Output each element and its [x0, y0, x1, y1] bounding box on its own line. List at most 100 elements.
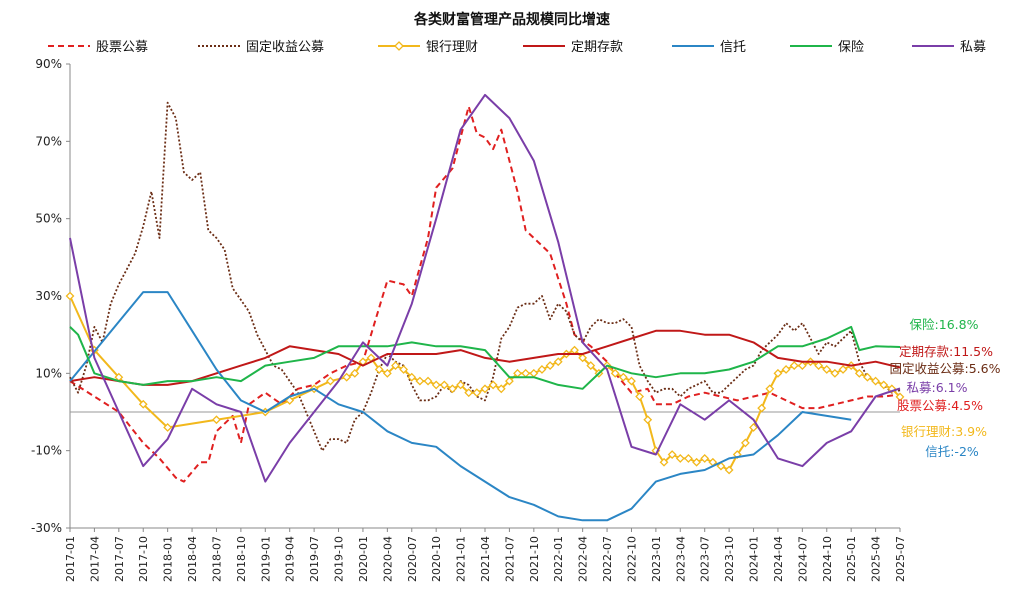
x-tick-label: 2024-07	[796, 536, 809, 582]
data-point-marker	[537, 365, 547, 374]
data-point-marker	[472, 388, 482, 398]
x-tick-label: 2017-01	[64, 536, 77, 582]
x-tick-label: 2018-07	[210, 536, 223, 582]
data-point-marker	[773, 368, 783, 378]
legend-label: 保险	[838, 40, 864, 55]
series-end-label: 股票公募:4.5%	[897, 398, 983, 413]
data-point-marker	[684, 453, 693, 463]
data-point-marker	[521, 368, 531, 378]
data-point-marker	[643, 415, 653, 425]
x-tick-label: 2025-01	[845, 536, 858, 582]
x-tick-label: 2020-04	[381, 536, 394, 582]
data-point-marker	[407, 372, 417, 382]
data-point-marker	[578, 353, 588, 363]
y-tick-label: 10%	[35, 366, 62, 380]
data-point-marker	[822, 365, 832, 374]
series-line	[69, 291, 852, 522]
data-point-marker	[692, 457, 701, 467]
data-point-marker	[488, 380, 498, 390]
data-point-marker	[391, 361, 400, 371]
x-tick-label: 2022-07	[601, 536, 614, 582]
legend-label: 固定收益公募	[246, 40, 324, 55]
data-point-marker	[781, 365, 791, 374]
data-point-marker	[553, 357, 563, 367]
legend-marker	[394, 41, 404, 51]
data-point-marker	[854, 368, 864, 378]
x-tick-label: 2023-10	[723, 536, 736, 582]
x-tick-label: 2017-07	[113, 536, 126, 582]
x-tick-label: 2017-04	[88, 536, 101, 582]
data-point-marker	[757, 403, 767, 413]
chart-title: 各类财富管理产品规模同比增速	[413, 11, 610, 28]
series-end-label: 信托:-2%	[925, 444, 979, 459]
x-tick-label: 2023-04	[674, 536, 687, 582]
x-tick-label: 2018-04	[186, 536, 199, 582]
x-tick-label: 2022-01	[552, 536, 565, 582]
plot-area	[65, 93, 905, 522]
data-point-marker	[496, 384, 506, 394]
legend-label: 私募	[960, 40, 986, 55]
data-point-marker	[138, 399, 148, 409]
data-point-marker	[212, 415, 221, 425]
data-point-marker	[895, 392, 905, 402]
legend-label: 银行理财	[426, 40, 478, 55]
x-tick-label: 2024-10	[821, 536, 834, 582]
series-line	[69, 105, 901, 483]
x-tick-label: 2019-01	[259, 536, 272, 582]
series-line	[69, 329, 901, 386]
data-point-marker	[504, 376, 514, 386]
data-point-marker	[618, 372, 628, 382]
series-end-label: 私募:6.1%	[907, 380, 968, 395]
y-tick-label: 30%	[35, 289, 62, 303]
data-point-marker	[439, 380, 449, 390]
series-end-label: 保险:16.8%	[910, 317, 979, 332]
x-tick-label: 2019-10	[333, 536, 346, 582]
data-point-marker	[423, 376, 433, 386]
data-point-marker	[464, 388, 474, 398]
x-tick-label: 2021-04	[479, 536, 492, 582]
y-tick-label: -10%	[31, 444, 62, 458]
data-point-marker	[700, 453, 710, 463]
data-point-marker	[814, 361, 824, 371]
y-tick-label: -30%	[31, 521, 62, 535]
series-line	[69, 93, 901, 483]
data-point-marker	[830, 368, 840, 378]
x-tick-label: 2017-10	[137, 536, 150, 582]
series-line	[69, 101, 901, 452]
data-point-marker	[627, 376, 636, 386]
series-line	[69, 325, 901, 390]
data-point-marker	[659, 457, 669, 467]
data-point-marker	[797, 361, 807, 371]
legend: 股票公募 固定收益公募 银行理财 定期存款 信托 保险 私募	[48, 40, 986, 55]
axes: -30% -10% 10% 30% 50% 70% 90% 2017-01 2017-04 201…	[31, 57, 907, 582]
data-point-marker	[456, 380, 466, 390]
data-point-marker	[374, 365, 384, 374]
x-tick-label: 2025-07	[894, 536, 907, 582]
data-point-marker	[610, 368, 620, 378]
x-tick-label: 2023-07	[699, 536, 712, 582]
x-tick-label: 2021-07	[503, 536, 516, 582]
data-point-marker	[163, 423, 173, 432]
data-point-marker	[431, 380, 441, 390]
series-end-label: 固定收益公募:5.6%	[890, 361, 1001, 376]
x-tick-label: 2018-10	[235, 536, 248, 582]
data-point-marker	[765, 384, 775, 394]
data-point-marker	[415, 376, 425, 386]
data-point-marker	[342, 372, 352, 382]
data-point-marker	[480, 384, 490, 394]
x-tick-label: 2019-04	[284, 536, 297, 582]
y-tick-label: 90%	[35, 57, 62, 71]
x-tick-label: 2023-01	[650, 536, 663, 582]
data-point-marker	[675, 453, 685, 463]
series-end-label: 银行理财:3.9%	[901, 424, 987, 439]
x-tick-label: 2025-04	[870, 536, 883, 582]
y-tick-label: 70%	[35, 134, 62, 148]
data-point-marker	[789, 361, 799, 371]
data-point-marker	[586, 361, 596, 371]
data-point-marker	[863, 372, 872, 382]
x-tick-label: 2020-07	[406, 536, 419, 582]
x-tick-label: 2022-04	[577, 536, 590, 582]
data-point-marker	[838, 365, 848, 374]
